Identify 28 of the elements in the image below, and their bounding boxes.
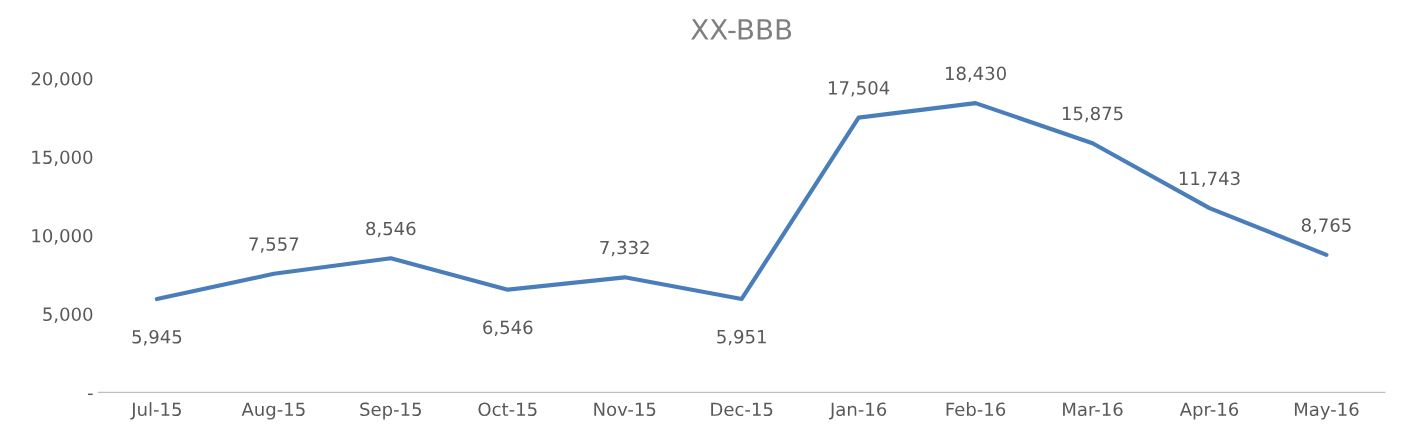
data-label: 8,546	[366, 221, 416, 238]
y-tick-label: 15,000	[32, 150, 93, 166]
data-label: 7,557	[249, 237, 299, 253]
y-tick-label: 5,000	[43, 307, 93, 323]
x-tick-label: Jan-16	[829, 402, 887, 420]
x-tick-label: Nov-15	[594, 402, 656, 417]
y-tick-label: -	[87, 393, 93, 396]
data-label: 18,430	[945, 66, 1006, 83]
x-tick-label: Mar-16	[1063, 402, 1123, 417]
data-label: 17,504	[829, 81, 890, 97]
x-tick-label: Jul-15	[130, 402, 181, 420]
x-tick-label: May-16	[1294, 402, 1359, 420]
data-label: 8,765	[1301, 218, 1351, 234]
data-label: 15,875	[1062, 106, 1123, 123]
data-label: 11,743	[1179, 171, 1240, 187]
data-label: 7,332	[600, 240, 649, 257]
y-tick-label: 20,000	[31, 71, 93, 88]
x-tick-label: Sep-15	[360, 402, 421, 420]
x-tick-label: Feb-16	[946, 402, 1006, 417]
data-label: 6,546	[483, 320, 533, 337]
x-tick-label: Dec-15	[711, 402, 773, 417]
chart-title: XX-BBB	[691, 19, 792, 40]
x-tick-label: Oct-15	[478, 402, 537, 417]
x-tick-label: Apr-16	[1179, 402, 1239, 420]
data-label: 5,951	[717, 329, 766, 346]
x-tick-label: Aug-15	[241, 402, 305, 420]
data-label: 5,945	[132, 329, 182, 346]
y-tick-label: 10,000	[32, 228, 93, 245]
